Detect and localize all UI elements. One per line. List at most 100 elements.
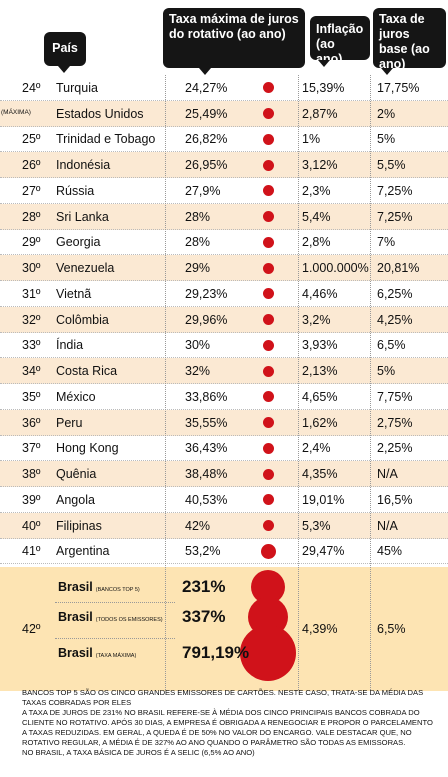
rate-bubble	[262, 417, 274, 429]
base: 4,25%	[377, 312, 413, 327]
rate: 27,9%	[185, 183, 221, 198]
rate-bubble	[262, 288, 274, 300]
rank: 31º	[22, 286, 41, 301]
inflation: 4,46%	[302, 286, 338, 301]
country-note: (BANCOS TOP 5)	[95, 587, 140, 594]
rate: 40,53%	[185, 492, 228, 507]
rate: 29,96%	[185, 312, 228, 327]
base: 5%	[377, 132, 396, 147]
inflation: 15,39%	[302, 80, 345, 95]
country: Argentina	[56, 544, 110, 559]
rate-bubble	[262, 339, 274, 351]
rate-bubble	[262, 108, 274, 120]
rate: 33,86%	[185, 389, 228, 404]
base: 7,75%	[377, 389, 413, 404]
rate-bubble	[262, 82, 274, 94]
divider	[55, 602, 175, 604]
table-row: 36º Peru 35,55% 1,62% 2,75%	[0, 409, 448, 436]
country: Venezuela	[56, 261, 115, 276]
base: 2,25%	[377, 441, 413, 456]
base: 20,81%	[377, 261, 420, 276]
brasil-block: 42º 4,39% 6,5% Brasil (BANCOS TOP 5) 231% Bras…	[0, 567, 448, 692]
base: 7%	[377, 235, 396, 250]
rank: 35º	[22, 389, 41, 404]
rate: 28%	[185, 235, 211, 250]
table-row: 40º Filipinas 42% 5,3% N/A	[0, 512, 448, 539]
base: 45%	[377, 544, 403, 559]
footer: BANCOS TOP 5 SÃO OS CINCO GRANDES EMISSO…	[22, 688, 437, 758]
country: Quênia	[56, 467, 97, 482]
table-row: 37º Hong Kong 36,43% 2,4% 2,25%	[0, 435, 448, 462]
rank: 41º	[22, 544, 41, 559]
rate-bubble	[262, 494, 274, 506]
inflation: 4,39%	[302, 622, 338, 637]
header-inflation: Inflação (ao ano)	[310, 16, 370, 66]
rate-bubble	[262, 468, 274, 480]
rate: 231%	[182, 577, 226, 597]
column-separator	[298, 75, 299, 690]
rank: 36º	[22, 415, 41, 430]
rate: 36,43%	[185, 441, 228, 456]
base: 6,5%	[377, 338, 406, 353]
table-row: 33º Índia 30% 3,93% 6,5%	[0, 332, 448, 359]
footer-text: A TAXA DE JUROS DE 231% NO BRASIL REFERE…	[22, 708, 433, 747]
country: Estados Unidos	[56, 106, 144, 121]
base: N/A	[377, 518, 398, 533]
table-row: 34º Costa Rica 32% 2,13% 5%	[0, 358, 448, 384]
rate: 25,49%	[185, 106, 228, 121]
base: 2,75%	[377, 415, 413, 430]
rank: 34º	[22, 364, 41, 379]
base: 7,25%	[377, 209, 413, 224]
base: 6,25%	[377, 286, 413, 301]
table-row: 38º Quênia 38,48% 4,35% N/A	[0, 461, 448, 487]
rank: 25º	[22, 132, 41, 147]
country: Brasil (BANCOS TOP 5)	[58, 580, 140, 595]
table-row: 32º Colômbia 29,96% 3,2% 4,25%	[0, 306, 448, 333]
rate: 32%	[185, 364, 211, 379]
rank: 27º	[22, 183, 41, 198]
country: Vietnã	[56, 286, 92, 301]
column-separator	[165, 75, 166, 690]
footer-text: NO BRASIL, A TAXA BÁSICA DE JUROS É A SE…	[22, 748, 255, 757]
rate: 791,19%	[182, 643, 250, 663]
base: N/A	[377, 467, 398, 482]
inflation: 19,01%	[302, 492, 345, 507]
table-row: 24º Turquia 24,27% 15,39% 17,75%	[0, 75, 448, 101]
rate: 30%	[185, 338, 211, 353]
inflation: 4,65%	[302, 389, 338, 404]
country: Colômbia	[56, 312, 109, 327]
country: Turquia	[56, 80, 98, 95]
country: Brasil (TODOS OS EMISSORES)	[58, 610, 163, 625]
rank: 42º	[22, 622, 41, 637]
rate: 26,95%	[185, 158, 228, 173]
table-row: 29º Georgia 28% 2,8% 7%	[0, 229, 448, 256]
rate-bubble	[262, 391, 274, 403]
header-rate: Taxa máxima de juros do rotativo (ao ano…	[163, 8, 305, 68]
inflation: 3,12%	[302, 158, 338, 173]
inflation: 1.000.000%	[302, 261, 369, 276]
rate-bubble	[262, 236, 274, 248]
country: Peru	[56, 415, 83, 430]
country: Filipinas	[56, 518, 102, 533]
table-row: 39º Angola 40,53% 19,01% 16,5%	[0, 487, 448, 513]
inflation: 1,62%	[302, 415, 338, 430]
country-note: (TAXA MÁXIMA)	[95, 653, 137, 660]
rate: 38,48%	[185, 467, 228, 482]
base: 17,75%	[377, 80, 420, 95]
table-row: 25º Trinidad e Tobago 26,82% 1% 5%	[0, 126, 448, 153]
pointer	[199, 68, 211, 75]
rank: 40º	[22, 518, 41, 533]
base: 7,25%	[377, 183, 413, 198]
inflation: 5,3%	[302, 518, 331, 533]
table-row: Estados Unidos (MÁXIMA) 25,49% 2,87% 2%	[0, 100, 448, 127]
base: 5,5%	[377, 158, 406, 173]
rate-bubble	[262, 133, 274, 145]
rank: 30º	[22, 261, 41, 276]
divider	[55, 638, 175, 640]
country: Costa Rica	[56, 364, 118, 379]
table-row: 26º Indonésia 26,95% 3,12% 5,5%	[0, 152, 448, 178]
base: 6,5%	[377, 622, 406, 637]
inflation: 3,2%	[302, 312, 331, 327]
